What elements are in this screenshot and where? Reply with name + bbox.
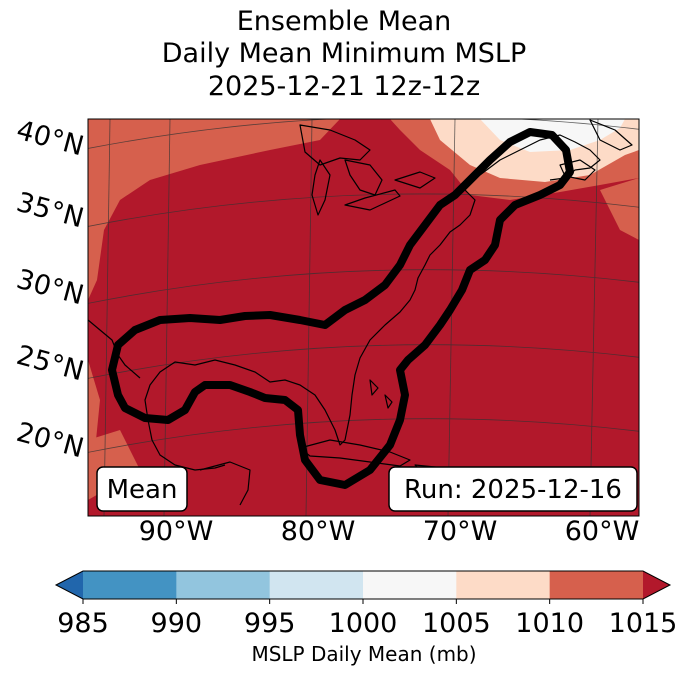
colorbar-segment (549, 571, 644, 599)
graticule (88, 119, 639, 516)
lat-label-25: 25°N (13, 340, 87, 388)
title-line-1: Ensemble Mean (236, 6, 452, 37)
cuba (299, 439, 411, 467)
lon-label-90: 90°W (139, 516, 214, 547)
meridian-60 (589, 119, 599, 516)
colorbar-tick-label: 995 (244, 608, 296, 639)
colorbar-extend-low (56, 571, 83, 599)
parallel-25 (88, 344, 639, 379)
parallel-40 (88, 119, 639, 149)
parallel-35 (88, 193, 639, 227)
lake-ontario (394, 171, 436, 189)
colorbar-segment (363, 571, 457, 599)
meridian-70 (447, 119, 456, 516)
mean-box: Mean (96, 466, 188, 512)
colorbar-extend-high (643, 571, 670, 599)
colorbar-segment (456, 571, 551, 599)
bahamas-2 (384, 394, 393, 409)
yucatan (199, 461, 251, 506)
lat-label-20: 20°N (13, 417, 87, 465)
lon-label-80: 80°W (281, 516, 356, 547)
colorbar-segment (176, 571, 271, 599)
lake-erie (344, 189, 401, 211)
parallel-20 (88, 418, 639, 453)
lat-label-30: 30°N (13, 264, 87, 312)
new-england-coast (464, 134, 601, 191)
lon-label-70: 70°W (423, 516, 498, 547)
lat-label-35: 35°N (13, 187, 87, 235)
colorbar-segment (83, 571, 177, 599)
colorbar-tick-label: 990 (151, 608, 203, 639)
lake-superior (299, 124, 371, 166)
lat-label-40: 40°N (13, 115, 87, 163)
lon-label-60: 60°W (565, 516, 640, 547)
title-line-3: 2025-12-21 12z-12z (207, 71, 481, 102)
colorbar-tick-label: 1010 (515, 608, 584, 639)
run-box-text: Run: 2025-12-16 (404, 475, 622, 505)
lake-michigan (311, 159, 331, 216)
map-area[interactable] (80, 116, 645, 516)
mean-box-text: Mean (107, 475, 178, 505)
run-box-frame (388, 466, 638, 512)
colorbar-label: MSLP Daily Mean (mb) (251, 642, 476, 666)
parallel-30 (88, 269, 639, 304)
coastlines (88, 119, 633, 506)
run-box: Run: 2025-12-16 (388, 466, 638, 512)
colorbar-tick-label: 1015 (609, 608, 678, 639)
colorbar: 985 990 995 1000 1005 1010 1015 (54, 570, 678, 639)
colorbar-tick-label: 1005 (422, 608, 491, 639)
field-1010-1015-west (88, 119, 340, 300)
bahamas (369, 379, 379, 396)
mean-box-frame (96, 466, 188, 512)
newfoundland (589, 119, 633, 151)
eastern-gulf-coast (144, 189, 476, 471)
contour-line (108, 128, 574, 489)
title-line-2: Daily Mean Minimum MSLP (161, 38, 527, 69)
field-1010-1015-east (600, 178, 639, 240)
colorbar-segment (269, 571, 364, 599)
colorbar-tick-label: 1000 (329, 608, 398, 639)
colorbar-tick-label: 985 (57, 608, 109, 639)
meridian-95 (103, 119, 111, 516)
map-frame (87, 118, 640, 517)
